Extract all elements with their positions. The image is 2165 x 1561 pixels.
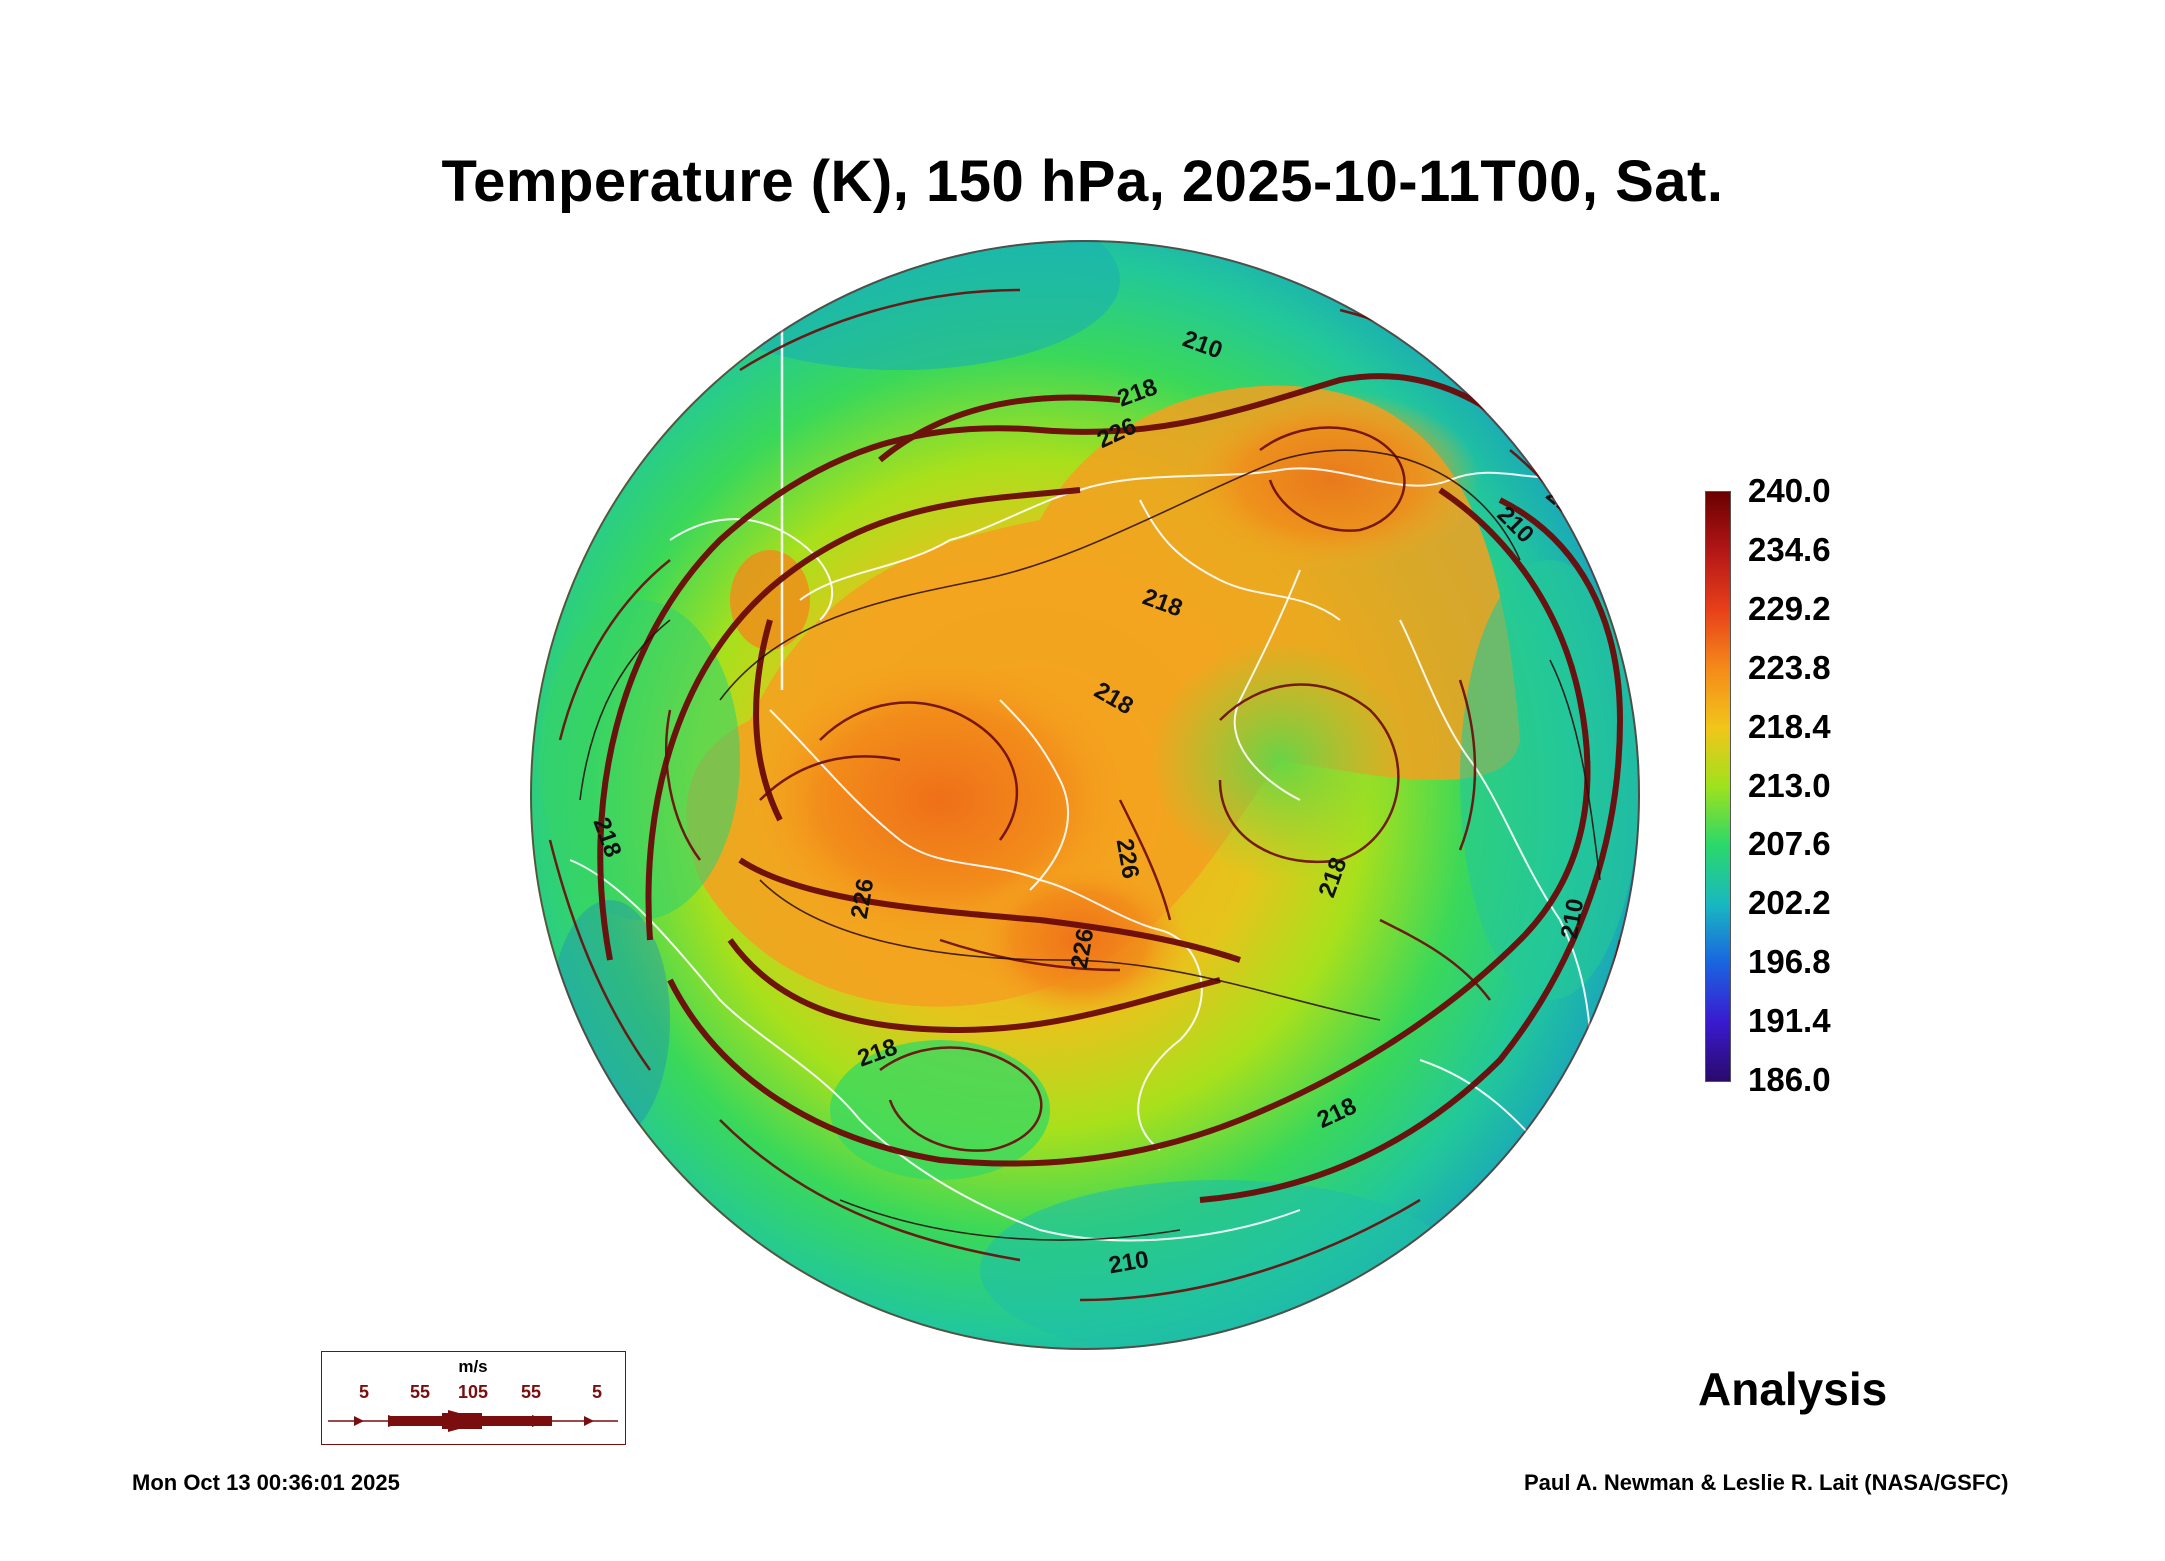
- timestamp: Mon Oct 13 00:36:01 2025: [132, 1470, 400, 1495]
- wind-scale-label: 55: [409, 1382, 431, 1402]
- colorbar-tick-label: 240.0: [1748, 472, 1831, 509]
- globe-field: 2182262102102182182182262262182262182102…: [530, 240, 1640, 1350]
- wind-scale-arrow: [328, 1410, 618, 1432]
- colorbar: [1705, 491, 1731, 1082]
- contour-lines: [579, 449, 1601, 1241]
- map-svg: 2182262102102182182182262262182262182102…: [530, 240, 1640, 1350]
- colorbar-tick-label: 229.2: [1748, 589, 1831, 627]
- colorbar-tick-label: 213.0: [1748, 766, 1831, 804]
- colorbar-tick-label: 191.4: [1748, 1002, 1831, 1040]
- wind-scale-unit: m/s: [458, 1357, 488, 1376]
- colorbar-tick-label: 207.6: [1748, 825, 1831, 863]
- wind-speed-scale: m/s 5 55 105 55 5: [321, 1351, 626, 1445]
- chart-title: Temperature (K), 150 hPa, 2025-10-11T00,…: [441, 149, 1724, 214]
- colorbar-tick-label: 223.8: [1748, 648, 1831, 686]
- analysis-label: Analysis: [1698, 1363, 1888, 1415]
- streamlines-thick: [597, 373, 1624, 1203]
- colorbar-tick-label: 202.2: [1748, 884, 1831, 922]
- wind-scale-label: 5: [358, 1382, 369, 1402]
- credit-line: Paul A. Newman & Leslie R. Lait (NASA/GS…: [1524, 1470, 2009, 1495]
- wind-scale-label: 105: [457, 1382, 489, 1402]
- colorbar-tick-label: 218.4: [1748, 707, 1831, 745]
- colorbar-tick-label: 196.8: [1748, 943, 1831, 981]
- wind-scale-label: 55: [520, 1382, 542, 1402]
- polar-temperature-map: 218 226 210 210 218 218 218 226 226 218 226 218 210 2…: [520, 240, 1650, 1350]
- colorbar-tick-label: 186.0: [1748, 1061, 1831, 1098]
- wind-scale-label: 5: [591, 1382, 602, 1402]
- colorbar-tick-label: 234.6: [1748, 530, 1831, 568]
